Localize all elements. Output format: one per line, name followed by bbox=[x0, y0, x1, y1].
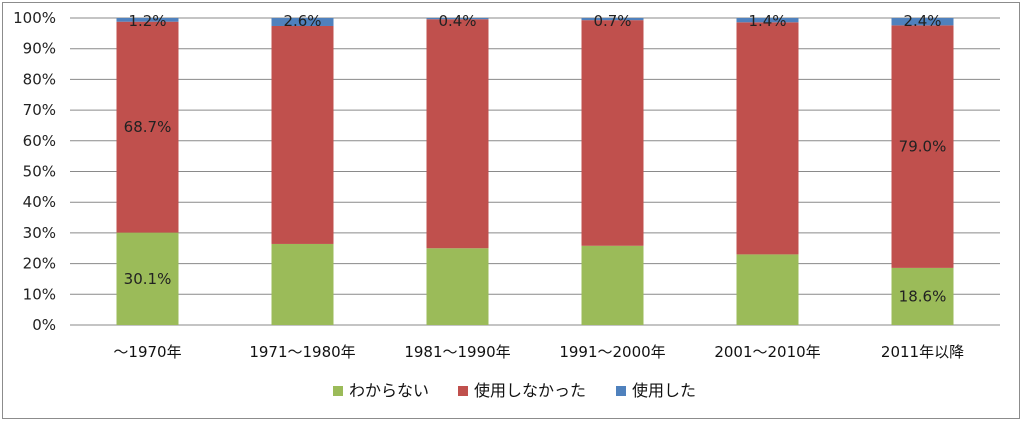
legend-swatch bbox=[333, 386, 343, 396]
bar-used bbox=[581, 18, 644, 21]
bar-unknown bbox=[116, 232, 179, 325]
data-label: 0.7% bbox=[593, 12, 631, 30]
data-label: 2.6% bbox=[283, 12, 321, 30]
bar-unknown bbox=[891, 267, 954, 325]
data-label: 0.4% bbox=[438, 12, 476, 30]
bar-unknown bbox=[581, 245, 644, 325]
legend-label: 使用した bbox=[632, 381, 696, 400]
bar-unknown bbox=[736, 254, 799, 325]
y-tick-label: 10% bbox=[23, 285, 56, 303]
y-tick-label: 70% bbox=[23, 101, 56, 119]
data-label: 2.4% bbox=[903, 12, 941, 30]
legend-swatch bbox=[616, 386, 626, 396]
bar-not-used bbox=[116, 21, 179, 233]
x-category-label: ～1970年 bbox=[113, 343, 181, 361]
data-label: 1.2% bbox=[128, 12, 166, 30]
bar-unknown bbox=[271, 243, 334, 325]
bar-not-used bbox=[426, 19, 489, 249]
y-tick-label: 40% bbox=[23, 193, 56, 211]
data-label: 1.4% bbox=[748, 12, 786, 30]
y-tick-label: 90% bbox=[23, 40, 56, 58]
bar-not-used bbox=[736, 22, 799, 255]
y-tick-label: 100% bbox=[13, 9, 56, 27]
bar-used bbox=[891, 18, 954, 26]
x-category-label: 2001～2010年 bbox=[714, 343, 820, 361]
data-label: 68.7% bbox=[124, 118, 172, 136]
y-tick-label: 0% bbox=[32, 316, 56, 334]
x-category-label: 2011年以降 bbox=[881, 343, 964, 361]
bar-not-used bbox=[271, 25, 334, 244]
bar-not-used bbox=[581, 20, 644, 246]
legend-label: わからない bbox=[349, 381, 429, 400]
x-category-label: 1991～2000年 bbox=[559, 343, 665, 361]
y-tick-label: 20% bbox=[23, 255, 56, 273]
bar-used bbox=[426, 18, 489, 20]
y-tick-label: 50% bbox=[23, 163, 56, 181]
legend-swatch bbox=[458, 386, 468, 396]
bar-used bbox=[736, 18, 799, 23]
bar-unknown bbox=[426, 248, 489, 325]
data-label: 30.1% bbox=[124, 270, 172, 288]
data-label: 79.0% bbox=[899, 138, 947, 156]
legend-item: わからない bbox=[333, 381, 429, 400]
y-tick-label: 30% bbox=[23, 224, 56, 242]
bar-used bbox=[116, 18, 179, 22]
y-tick-label: 80% bbox=[23, 70, 56, 88]
bar-not-used bbox=[891, 25, 954, 268]
legend: わからない 使用しなかった 使用した bbox=[333, 381, 696, 400]
x-category-label: 1981～1990年 bbox=[404, 343, 510, 361]
gridlines bbox=[70, 17, 1000, 326]
bars bbox=[116, 18, 954, 325]
data-label: 18.6% bbox=[899, 287, 947, 305]
x-category-label: 1971～1980年 bbox=[249, 343, 355, 361]
legend-item: 使用しなかった bbox=[458, 381, 586, 400]
legend-item: 使用した bbox=[616, 381, 696, 400]
legend-label: 使用しなかった bbox=[474, 381, 586, 400]
bar-used bbox=[271, 18, 334, 26]
y-tick-label: 60% bbox=[23, 132, 56, 150]
